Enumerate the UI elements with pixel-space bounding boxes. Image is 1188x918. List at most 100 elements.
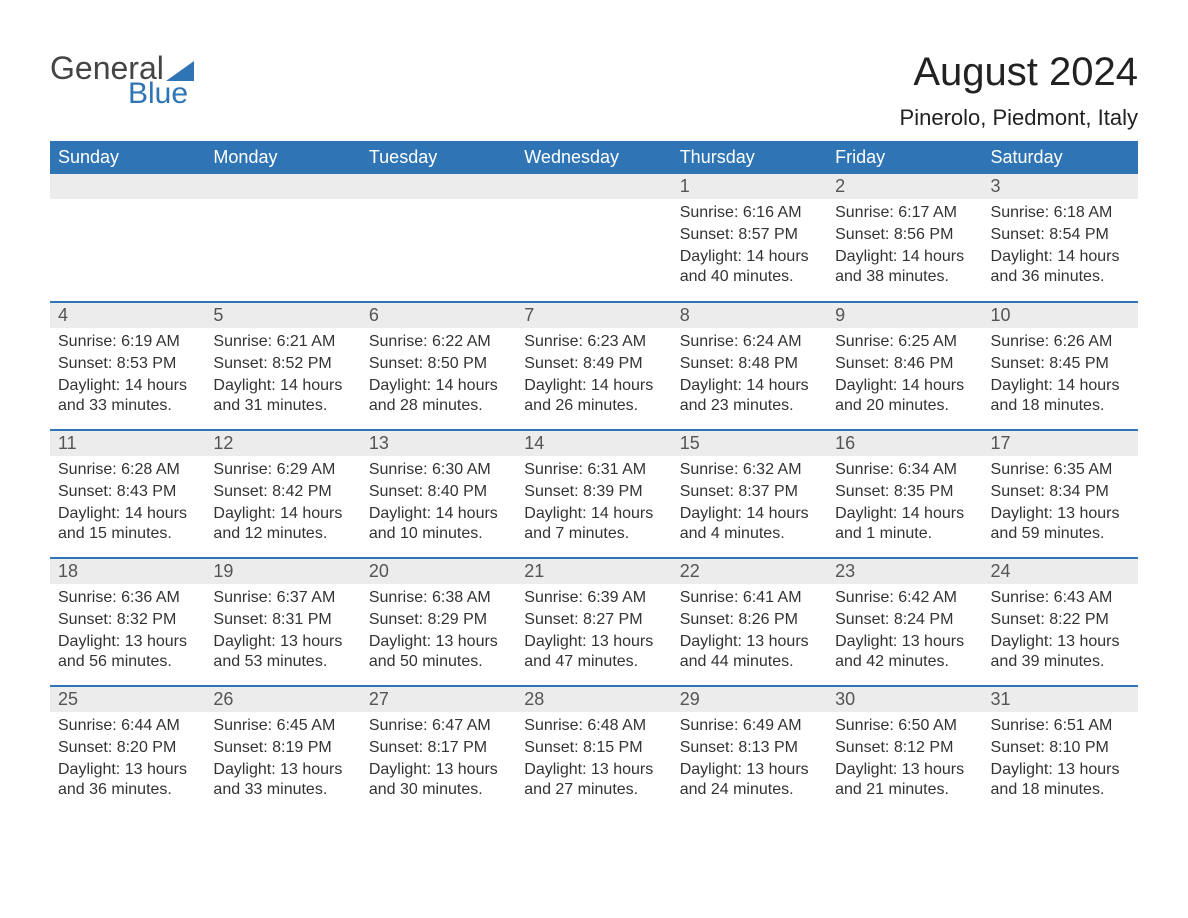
day-data: Sunrise: 6:41 AMSunset: 8:26 PMDaylight:… [672, 584, 827, 682]
daylight-line: Daylight: 13 hours and 56 minutes. [58, 632, 197, 674]
day-data: Sunrise: 6:42 AMSunset: 8:24 PMDaylight:… [827, 584, 982, 682]
daylight-line: Daylight: 13 hours and 53 minutes. [213, 632, 352, 674]
day-number: 12 [205, 431, 360, 456]
daylight-line: Daylight: 13 hours and 42 minutes. [835, 632, 974, 674]
sunrise-line: Sunrise: 6:41 AM [680, 588, 819, 609]
daylight-line: Daylight: 14 hours and 18 minutes. [991, 376, 1130, 418]
calendar-cell: 30Sunrise: 6:50 AMSunset: 8:12 PMDayligh… [827, 686, 982, 814]
sunrise-line: Sunrise: 6:22 AM [369, 332, 508, 353]
calendar-row: 18Sunrise: 6:36 AMSunset: 8:32 PMDayligh… [50, 558, 1138, 686]
day-data: Sunrise: 6:35 AMSunset: 8:34 PMDaylight:… [983, 456, 1138, 554]
day-data: Sunrise: 6:26 AMSunset: 8:45 PMDaylight:… [983, 328, 1138, 426]
sunset-line: Sunset: 8:12 PM [835, 738, 974, 759]
day-data: Sunrise: 6:32 AMSunset: 8:37 PMDaylight:… [672, 456, 827, 554]
calendar-cell: 31Sunrise: 6:51 AMSunset: 8:10 PMDayligh… [983, 686, 1138, 814]
day-number-empty [516, 174, 671, 199]
day-data: Sunrise: 6:18 AMSunset: 8:54 PMDaylight:… [983, 199, 1138, 297]
day-number: 16 [827, 431, 982, 456]
calendar-cell: 3Sunrise: 6:18 AMSunset: 8:54 PMDaylight… [983, 174, 1138, 302]
calendar-cell: 5Sunrise: 6:21 AMSunset: 8:52 PMDaylight… [205, 302, 360, 430]
day-data: Sunrise: 6:29 AMSunset: 8:42 PMDaylight:… [205, 456, 360, 554]
day-data: Sunrise: 6:30 AMSunset: 8:40 PMDaylight:… [361, 456, 516, 554]
day-number: 20 [361, 559, 516, 584]
sunset-line: Sunset: 8:52 PM [213, 354, 352, 375]
sunrise-line: Sunrise: 6:36 AM [58, 588, 197, 609]
day-number: 7 [516, 303, 671, 328]
sunrise-line: Sunrise: 6:17 AM [835, 203, 974, 224]
sunset-line: Sunset: 8:53 PM [58, 354, 197, 375]
location-subtitle: Pinerolo, Piedmont, Italy [900, 105, 1138, 131]
sunrise-line: Sunrise: 6:44 AM [58, 716, 197, 737]
day-data: Sunrise: 6:22 AMSunset: 8:50 PMDaylight:… [361, 328, 516, 426]
sunrise-line: Sunrise: 6:25 AM [835, 332, 974, 353]
sunrise-line: Sunrise: 6:32 AM [680, 460, 819, 481]
calendar-cell: 26Sunrise: 6:45 AMSunset: 8:19 PMDayligh… [205, 686, 360, 814]
daylight-line: Daylight: 14 hours and 33 minutes. [58, 376, 197, 418]
sunrise-line: Sunrise: 6:31 AM [524, 460, 663, 481]
day-data: Sunrise: 6:19 AMSunset: 8:53 PMDaylight:… [50, 328, 205, 426]
day-number: 29 [672, 687, 827, 712]
sunset-line: Sunset: 8:50 PM [369, 354, 508, 375]
day-number: 19 [205, 559, 360, 584]
daylight-line: Daylight: 14 hours and 12 minutes. [213, 504, 352, 546]
sunrise-line: Sunrise: 6:42 AM [835, 588, 974, 609]
sunset-line: Sunset: 8:46 PM [835, 354, 974, 375]
day-number: 23 [827, 559, 982, 584]
sunrise-line: Sunrise: 6:49 AM [680, 716, 819, 737]
daylight-line: Daylight: 14 hours and 31 minutes. [213, 376, 352, 418]
day-data: Sunrise: 6:43 AMSunset: 8:22 PMDaylight:… [983, 584, 1138, 682]
calendar-row: 1Sunrise: 6:16 AMSunset: 8:57 PMDaylight… [50, 174, 1138, 302]
weekday-header: Monday [205, 141, 360, 174]
day-number: 30 [827, 687, 982, 712]
daylight-line: Daylight: 13 hours and 36 minutes. [58, 760, 197, 802]
brand-word-2: Blue [128, 77, 194, 111]
sunrise-line: Sunrise: 6:30 AM [369, 460, 508, 481]
day-data: Sunrise: 6:16 AMSunset: 8:57 PMDaylight:… [672, 199, 827, 297]
sunset-line: Sunset: 8:20 PM [58, 738, 197, 759]
day-data: Sunrise: 6:39 AMSunset: 8:27 PMDaylight:… [516, 584, 671, 682]
calendar-cell: 17Sunrise: 6:35 AMSunset: 8:34 PMDayligh… [983, 430, 1138, 558]
brand-logo: General Blue [50, 50, 194, 111]
daylight-line: Daylight: 13 hours and 50 minutes. [369, 632, 508, 674]
daylight-line: Daylight: 14 hours and 15 minutes. [58, 504, 197, 546]
day-data: Sunrise: 6:48 AMSunset: 8:15 PMDaylight:… [516, 712, 671, 810]
sunrise-line: Sunrise: 6:37 AM [213, 588, 352, 609]
sunrise-line: Sunrise: 6:23 AM [524, 332, 663, 353]
weekday-header: Thursday [672, 141, 827, 174]
day-number: 31 [983, 687, 1138, 712]
sunrise-line: Sunrise: 6:24 AM [680, 332, 819, 353]
daylight-line: Daylight: 13 hours and 21 minutes. [835, 760, 974, 802]
daylight-line: Daylight: 13 hours and 30 minutes. [369, 760, 508, 802]
calendar-row: 4Sunrise: 6:19 AMSunset: 8:53 PMDaylight… [50, 302, 1138, 430]
day-data: Sunrise: 6:38 AMSunset: 8:29 PMDaylight:… [361, 584, 516, 682]
day-data: Sunrise: 6:49 AMSunset: 8:13 PMDaylight:… [672, 712, 827, 810]
calendar-cell: 14Sunrise: 6:31 AMSunset: 8:39 PMDayligh… [516, 430, 671, 558]
daylight-line: Daylight: 13 hours and 47 minutes. [524, 632, 663, 674]
weekday-header: Saturday [983, 141, 1138, 174]
day-number: 6 [361, 303, 516, 328]
sunset-line: Sunset: 8:32 PM [58, 610, 197, 631]
daylight-line: Daylight: 13 hours and 59 minutes. [991, 504, 1130, 546]
daylight-line: Daylight: 13 hours and 33 minutes. [213, 760, 352, 802]
sunset-line: Sunset: 8:29 PM [369, 610, 508, 631]
day-number: 25 [50, 687, 205, 712]
sunrise-line: Sunrise: 6:35 AM [991, 460, 1130, 481]
sunset-line: Sunset: 8:31 PM [213, 610, 352, 631]
daylight-line: Daylight: 13 hours and 39 minutes. [991, 632, 1130, 674]
calendar-row: 25Sunrise: 6:44 AMSunset: 8:20 PMDayligh… [50, 686, 1138, 814]
day-number: 4 [50, 303, 205, 328]
sunrise-line: Sunrise: 6:29 AM [213, 460, 352, 481]
sunset-line: Sunset: 8:10 PM [991, 738, 1130, 759]
sunset-line: Sunset: 8:48 PM [680, 354, 819, 375]
calendar-cell: 15Sunrise: 6:32 AMSunset: 8:37 PMDayligh… [672, 430, 827, 558]
day-number: 1 [672, 174, 827, 199]
calendar-cell: 19 Sunrise: 6:37 AMSunset: 8:31 PMDayligh… [205, 558, 360, 686]
header: General Blue August 2024 Pinerolo, Piedm… [50, 50, 1138, 131]
sunrise-line: Sunrise: 6:19 AM [58, 332, 197, 353]
day-data: Sunrise: 6:21 AMSunset: 8:52 PMDaylight:… [205, 328, 360, 426]
calendar-cell [205, 174, 360, 302]
sunrise-line: Sunrise: 6:51 AM [991, 716, 1130, 737]
daylight-line: Daylight: 14 hours and 38 minutes. [835, 247, 974, 289]
calendar-cell: 28Sunrise: 6:48 AMSunset: 8:15 PMDayligh… [516, 686, 671, 814]
calendar-cell: 23Sunrise: 6:42 AMSunset: 8:24 PMDayligh… [827, 558, 982, 686]
